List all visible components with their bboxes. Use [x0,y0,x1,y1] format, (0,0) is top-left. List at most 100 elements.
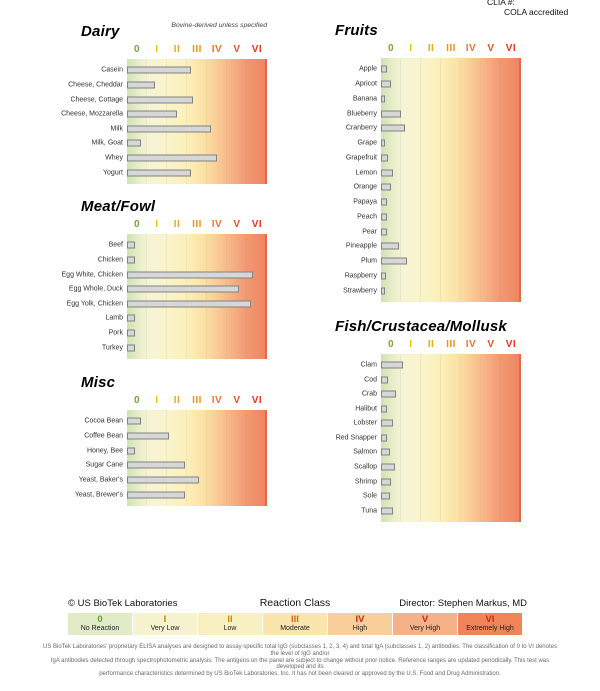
class-tick-III: III [192,44,202,55]
panel-title: Fruits [335,22,378,39]
table-row: Crab [261,387,521,402]
table-row: Yeast, Baker's [7,473,267,488]
class-tick-I: I [409,43,413,54]
bar-rows: Casein Cheese, Cheddar Cheese, Cottage Chee… [7,63,267,180]
food-label: Sugar Cane [85,461,123,469]
table-row: Raspberry [261,269,521,284]
reaction-class-scale-header: 0 I II III IV V VI [127,395,267,409]
reaction-bar [381,213,387,221]
class-tick-IV: IV [211,44,223,55]
table-row: Egg Yolk, Chicken [7,297,267,312]
panel-dairy: Dairy Bovine-derived unless specified 0 I II… [7,22,267,184]
reaction-bar [381,376,388,384]
clia-number-label: CLIA #: [487,0,515,7]
table-row: Beef [7,238,267,253]
food-label: Lemon [355,169,377,177]
table-row: Red Snapper [261,431,521,446]
class-tick-0: 0 [133,395,141,406]
gradient-plot-area [127,59,267,184]
reaction-bar [381,65,387,73]
director-text: Director: Stephen Markus, MD [399,598,527,609]
reaction-bar [127,344,135,352]
reaction-bar [381,124,405,132]
class-tick-I: I [155,219,159,230]
food-label: Cocoa Bean [84,417,123,425]
food-label: Turkey [101,344,123,352]
gradient-plot-area [127,234,267,359]
reaction-bar [381,405,387,413]
class-tick-IV: IV [211,219,223,230]
food-label: Halibut [355,405,377,413]
table-row: Plum [261,254,521,269]
table-row: Pork [7,326,267,341]
reaction-bar [127,432,169,440]
table-row: Strawberry [261,283,521,298]
food-label: Whey [105,154,123,162]
food-label: Yeast, Baker's [78,476,123,484]
cola-accredited-label: COLA accredited [504,7,569,17]
food-label: Cheese, Cheddar [68,81,123,89]
table-row: Lemon [261,165,521,180]
reaction-bar [127,169,191,177]
bar-rows: Clam Cod Crab Halibut Lobster Red Snapper Salm… [261,358,521,518]
table-row: Pear [261,224,521,239]
reaction-bar [127,447,135,455]
table-row: Apple [261,62,521,77]
reaction-bar [127,491,185,499]
reaction-bar [381,434,387,442]
food-label: Beef [108,241,123,249]
class-tick-0: 0 [133,219,141,230]
legend-label: Extremely High [466,625,514,632]
reaction-bar [381,154,388,162]
legend-numeral: V [421,614,429,625]
reaction-bar [127,314,135,322]
food-label: Honey, Bee [86,447,123,455]
reaction-bar [381,169,393,177]
class-tick-IV: IV [465,43,477,54]
disclaimer-line: US BioTek Laboratories' proprietary ELIS… [43,644,557,657]
food-label: Egg Yolk, Chicken [66,300,123,308]
food-label: Peach [357,213,377,221]
class-tick-V: V [233,219,241,230]
panel-title: Fish/Crustacea/Mollusk [335,318,507,335]
legend-segment-III: III Moderate [263,613,327,635]
table-row: Egg Whole, Duck [7,282,267,297]
table-row: Chicken [7,253,267,268]
legend-label: Very Low [150,625,180,632]
reaction-bar [381,228,387,236]
class-tick-II: II [427,43,435,54]
reaction-bar [381,361,403,369]
class-tick-I: I [155,44,159,55]
food-label: Papaya [353,198,377,206]
legend-segment-V: V Very High [393,613,457,635]
reaction-bar [381,287,385,295]
legend-numeral: III [291,614,299,625]
table-row: Scallop [261,460,521,475]
food-label: Sole [362,492,377,500]
legend-numeral: IV [355,614,365,625]
disclaimer-line: IgA antibodies detected through spectrop… [50,657,550,671]
table-row: Pineapple [261,239,521,254]
panel-title: Dairy [81,23,120,40]
panel-note: Bovine-derived unless specified [171,22,267,29]
legend-label: Moderate [280,625,310,632]
disclaimer-footnote: US BioTek Laboratories' proprietary ELIS… [40,644,560,678]
legend-segment-IV: IV High [328,613,392,635]
table-row: Coffee Bean [7,429,267,444]
table-row: Whey [7,151,267,166]
class-tick-II: II [173,219,181,230]
panel-meat-fowl: Meat/Fowl 0 I II III IV V VI Beef Chicken Egg Whit… [7,198,267,359]
reaction-bar [127,417,141,425]
food-label: Cod [364,376,377,384]
food-label: Pear [362,228,377,236]
table-row: Cocoa Bean [7,414,267,429]
class-tick-V: V [233,395,241,406]
food-label: Coffee Bean [84,432,123,440]
reaction-bar [381,478,391,486]
class-tick-VI: VI [251,219,263,230]
reaction-bar [127,154,217,162]
reaction-bar [127,300,251,308]
gradient-plot-area [381,354,521,522]
reaction-bar [381,95,385,103]
